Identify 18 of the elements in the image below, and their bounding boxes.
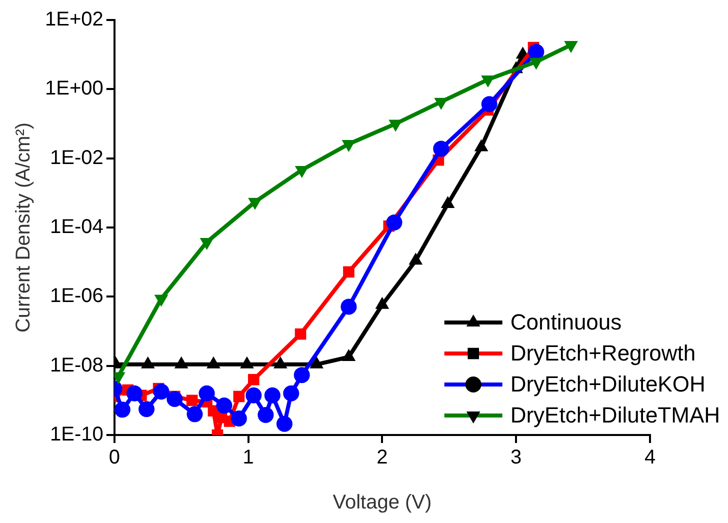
legend-label: Continuous xyxy=(510,310,622,335)
x-axis-title: Voltage (V) xyxy=(332,492,432,514)
y-tick-label: 1E+00 xyxy=(45,78,104,100)
x-tick-label: 0 xyxy=(108,446,120,469)
legend-label: DryEtch+Regrowth xyxy=(510,340,696,366)
y-tick-label: 1E-02 xyxy=(50,146,104,169)
x-tick-label: 3 xyxy=(510,446,522,469)
y-tick-label: 1E-08 xyxy=(50,354,104,376)
y-tick-label: 1E-06 xyxy=(50,285,104,308)
legend-label: DryEtch+DiluteTMAH xyxy=(510,402,720,428)
x-tick-label: 2 xyxy=(376,446,388,469)
x-tick-label: 4 xyxy=(644,446,656,469)
x-tick-label: 1 xyxy=(242,446,254,469)
y-tick-label: 1E-04 xyxy=(50,216,104,238)
y-axis-title: Current Density (A/cm²) xyxy=(12,122,35,333)
y-tick-label: 1E-10 xyxy=(50,424,104,446)
y-tick-label: 1E+02 xyxy=(45,8,104,31)
legend-label: DryEtch+DiluteKOH xyxy=(510,372,706,397)
